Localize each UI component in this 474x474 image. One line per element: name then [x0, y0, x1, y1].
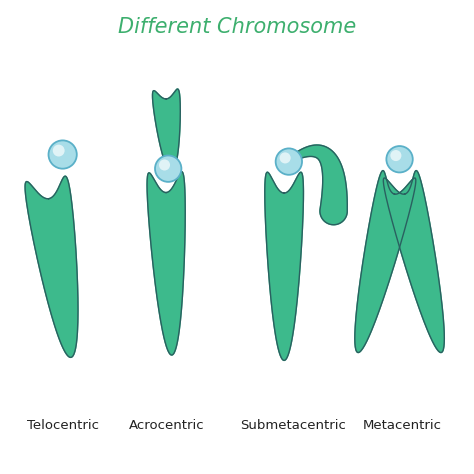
Polygon shape — [355, 171, 416, 353]
Circle shape — [53, 145, 64, 156]
Text: Metacentric: Metacentric — [363, 419, 441, 432]
Circle shape — [386, 146, 413, 173]
Text: Different Chromosome: Different Chromosome — [118, 18, 356, 37]
Circle shape — [280, 152, 291, 164]
Text: Telocentric: Telocentric — [27, 419, 99, 432]
Polygon shape — [153, 89, 180, 172]
Polygon shape — [25, 176, 78, 357]
Text: Submetacentric: Submetacentric — [241, 419, 346, 432]
Text: Acrocentric: Acrocentric — [128, 419, 204, 432]
Polygon shape — [383, 171, 444, 353]
Circle shape — [155, 155, 182, 182]
Polygon shape — [290, 145, 347, 225]
Polygon shape — [147, 172, 185, 355]
Polygon shape — [265, 172, 303, 360]
Circle shape — [276, 148, 302, 175]
Circle shape — [159, 159, 170, 171]
Circle shape — [48, 140, 77, 169]
Circle shape — [390, 150, 401, 161]
